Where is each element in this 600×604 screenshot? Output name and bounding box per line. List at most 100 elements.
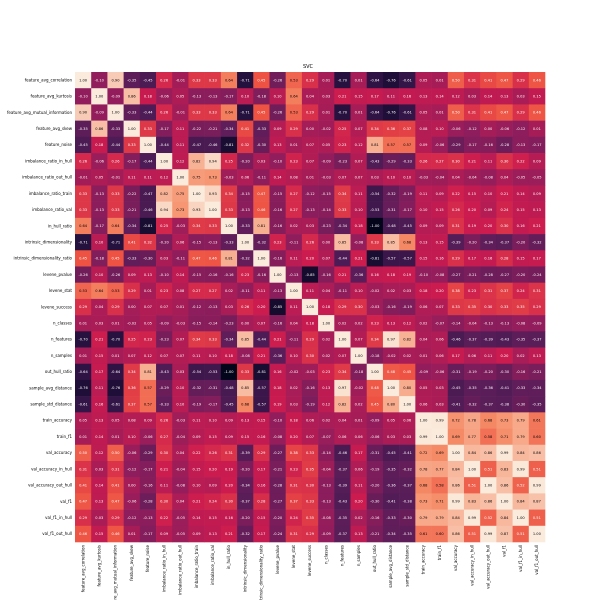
cell-value-label: 0.30 (160, 500, 169, 504)
cell-value-label: -0.14 (322, 451, 332, 455)
heatmap-cell (220, 396, 238, 413)
heatmap-cell (139, 298, 157, 316)
cell-value-label: -0.35 (516, 338, 525, 342)
heatmap-cell (447, 72, 465, 89)
heatmap-cell (253, 298, 270, 316)
heatmap-cell (237, 153, 254, 170)
heatmap-cell (318, 88, 335, 105)
cell-value-label: 0.03 (387, 435, 395, 439)
x-tick-label: n_samples (356, 545, 361, 566)
heatmap-cell (399, 460, 416, 478)
heatmap-cell (528, 444, 546, 462)
heatmap-cell (301, 525, 319, 543)
y-tick-label: sample_avg_distance (29, 385, 72, 390)
heatmap-cell (269, 379, 286, 397)
heatmap-cell (301, 250, 319, 267)
heatmap-cell (156, 266, 173, 283)
cell-value-label: 0.86 (452, 532, 461, 536)
cell-value-label: 0.03 (436, 402, 444, 406)
heatmap-cell (496, 250, 513, 267)
cell-value-label: 1.00 (500, 500, 509, 504)
heatmap-cell (431, 266, 449, 283)
cell-value-label: 0.13 (95, 500, 103, 504)
cell-value-label: 0.18 (274, 386, 283, 390)
heatmap-cell (528, 250, 546, 267)
heatmap-cell (269, 266, 286, 283)
cell-value-label: -0.17 (159, 127, 168, 131)
heatmap-cell (318, 250, 335, 267)
cell-value-label: -0.33 (159, 402, 168, 406)
heatmap-cell (156, 428, 173, 446)
cell-value-label: 0.01 (436, 78, 444, 82)
heatmap-cell (156, 169, 173, 186)
heatmap-cell (399, 379, 416, 397)
heatmap-cell (512, 477, 530, 494)
heatmap-cell (188, 250, 205, 267)
heatmap-cell (382, 525, 400, 543)
heatmap-cell (366, 282, 384, 300)
y-tick-label: n_samples (51, 353, 72, 358)
cell-value-label: 0.05 (419, 78, 427, 82)
cell-value-label: 0.00 (128, 483, 137, 487)
cell-value-label: 0.00 (306, 127, 315, 131)
heatmap-cell (463, 315, 481, 332)
cell-value-label: 0.16 (274, 370, 283, 374)
cell-value-label: -0.03 (322, 176, 331, 180)
cell-value-label: -0.16 (143, 483, 153, 487)
cell-value-label: 0.20 (436, 289, 445, 293)
cell-value-label: 0.01 (306, 176, 314, 180)
cell-value-label: -0.32 (467, 402, 476, 406)
heatmap-cell (366, 88, 384, 105)
heatmap-cell (480, 88, 497, 105)
cell-value-label: -0.30 (257, 143, 267, 147)
heatmap-cell (382, 298, 400, 316)
heatmap-cell (463, 234, 481, 251)
cell-value-label: 0.35 (517, 305, 525, 309)
heatmap-cell (496, 428, 513, 446)
cell-value-label: 0.05 (95, 176, 103, 180)
heatmap-cell (480, 266, 497, 283)
cell-value-label: 0.19 (403, 273, 412, 277)
heatmap-cell (334, 493, 351, 510)
heatmap-cell (447, 120, 465, 138)
heatmap-cell (285, 331, 303, 348)
heatmap-cell (204, 185, 222, 202)
cell-value-label: -0.16 (273, 224, 283, 228)
heatmap-cell (463, 201, 481, 219)
cell-value-label: -0.06 (435, 370, 445, 374)
cell-value-label: 0.30 (355, 305, 364, 309)
cell-value-label: -0.29 (451, 143, 461, 147)
heatmap-cell (301, 120, 319, 138)
cell-value-label: -0.10 (273, 159, 283, 163)
heatmap-cell (480, 234, 497, 251)
heatmap-cell (156, 136, 173, 154)
heatmap-cell (123, 493, 141, 510)
cell-value-label: -0.09 (370, 419, 380, 423)
cell-value-label: -0.46 (338, 451, 348, 455)
cell-value-label: 0.21 (338, 95, 346, 99)
heatmap-cell (172, 428, 189, 446)
cell-value-label: -0.33 (257, 127, 266, 131)
cell-value-label: 0.03 (95, 516, 103, 520)
heatmap-cell (188, 88, 205, 105)
cell-value-label: 0.15 (209, 516, 217, 520)
cell-value-label: -0.03 (224, 176, 233, 180)
cell-value-label: 0.13 (144, 273, 152, 277)
heatmap-cell (285, 477, 303, 494)
cell-value-label: 0.11 (290, 305, 298, 309)
cell-value-label: -0.64 (370, 78, 380, 82)
cell-value-label: 0.53 (290, 111, 298, 115)
heatmap-cell (431, 120, 449, 138)
cell-value-label: -0.31 (451, 370, 460, 374)
heatmap-cell (366, 217, 384, 235)
cell-value-label: -0.36 (484, 386, 494, 390)
cell-value-label: -0.11 (289, 240, 298, 244)
cell-value-label: -0.34 (338, 224, 348, 228)
cell-value-label: 0.26 (241, 305, 250, 309)
heatmap-cell (334, 315, 351, 332)
cell-value-label: -0.16 (224, 273, 234, 277)
heatmap-cell (463, 444, 481, 462)
heatmap-cell (382, 201, 400, 219)
cell-value-label: 0.03 (306, 224, 314, 228)
heatmap-cell (496, 412, 513, 429)
